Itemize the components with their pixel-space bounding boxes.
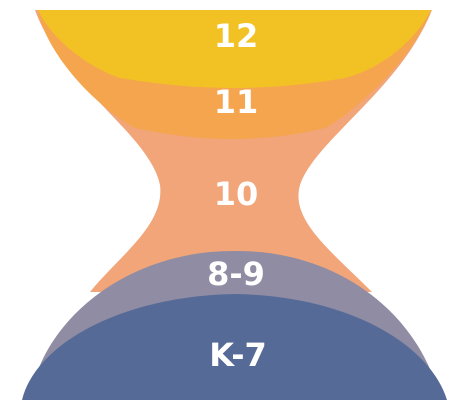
layer-12-band: [38, 10, 431, 88]
layer-k-7-band: [22, 294, 447, 400]
label-8-9: 8-9: [207, 255, 265, 293]
label-10: 10: [214, 175, 259, 213]
label-k-7: K-7: [209, 336, 267, 374]
label-11: 11: [214, 83, 259, 121]
label-12: 12: [214, 17, 259, 55]
